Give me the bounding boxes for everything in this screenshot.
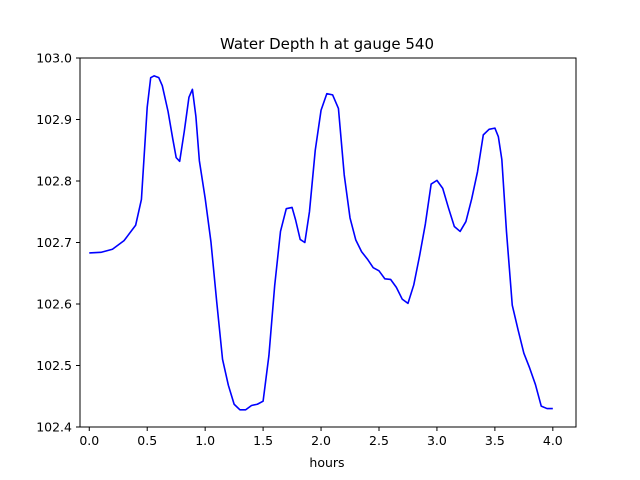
x-tick-label: 1.0	[195, 433, 215, 448]
x-tick-label: 2.0	[311, 433, 331, 448]
x-tick-label: 0.0	[79, 433, 99, 448]
series-line-0	[89, 75, 553, 411]
x-tick-label: 2.5	[369, 433, 389, 448]
x-tick-label: 3.5	[485, 433, 505, 448]
y-tick-label: 103.0	[36, 51, 72, 66]
y-tick-label: 102.6	[36, 297, 72, 312]
plot-frame	[79, 57, 577, 428]
x-tick-label: 3.0	[427, 433, 447, 448]
y-tick-label: 102.5	[36, 358, 72, 373]
x-axis-label: hours	[309, 455, 344, 470]
y-tick-label: 102.9	[36, 112, 72, 127]
plot-area	[89, 75, 553, 411]
x-tick-label: 1.5	[253, 433, 273, 448]
y-tick-label: 102.4	[36, 420, 72, 435]
y-tick-label: 102.7	[36, 235, 72, 250]
axis-ticks: 0.0 0.5 1.0 1.5 2.0 2.5 3.0 3.5 4.0 102.4 102.5 102…	[36, 51, 563, 449]
y-tick-label: 102.8	[36, 174, 72, 189]
x-tick-label: 4.0	[543, 433, 563, 448]
x-tick-label: 0.5	[137, 433, 157, 448]
chart-title: Water Depth h at gauge 540	[220, 35, 434, 53]
